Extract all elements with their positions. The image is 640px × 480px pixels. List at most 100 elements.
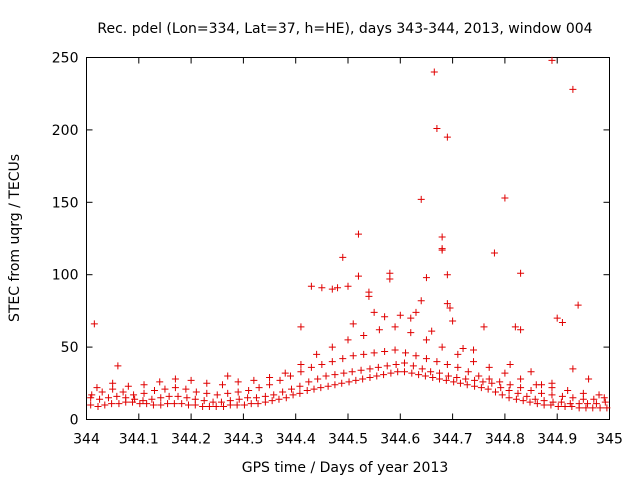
data-point bbox=[603, 404, 611, 412]
data-point bbox=[582, 404, 590, 412]
data-point bbox=[114, 362, 122, 370]
x-tick-label: 344.7 bbox=[433, 432, 473, 448]
data-point bbox=[340, 369, 348, 377]
data-point bbox=[394, 368, 402, 376]
data-point bbox=[430, 68, 438, 76]
data-point bbox=[266, 381, 274, 389]
axis-tick-labels: 344 344.1 344.2 344.3 344.4 344.5 344.6 344.7 34… bbox=[52, 51, 623, 448]
series-band-mid bbox=[87, 359, 609, 408]
data-point bbox=[324, 382, 332, 390]
data-point bbox=[234, 378, 242, 386]
data-point bbox=[318, 360, 326, 368]
data-point bbox=[531, 395, 539, 403]
data-point bbox=[407, 314, 415, 322]
series-band-high bbox=[93, 323, 603, 399]
data-point bbox=[574, 301, 582, 309]
data-point bbox=[417, 195, 425, 203]
data-point bbox=[209, 398, 217, 406]
data-point bbox=[182, 385, 190, 393]
data-point bbox=[313, 350, 321, 358]
data-point bbox=[558, 392, 566, 400]
data-point bbox=[443, 271, 451, 279]
data-point bbox=[96, 395, 104, 403]
data-point bbox=[104, 394, 112, 402]
data-point bbox=[281, 369, 289, 377]
data-point bbox=[600, 394, 608, 402]
data-point bbox=[498, 391, 506, 399]
x-tick-label: 344.8 bbox=[485, 432, 525, 448]
data-point bbox=[548, 391, 556, 399]
data-point bbox=[171, 384, 179, 392]
data-point bbox=[517, 269, 525, 277]
data-point bbox=[296, 389, 304, 397]
data-point bbox=[491, 388, 499, 396]
data-point bbox=[286, 372, 294, 380]
data-point bbox=[575, 400, 583, 408]
data-point bbox=[418, 365, 426, 373]
data-point bbox=[244, 394, 252, 402]
data-point bbox=[505, 394, 513, 402]
data-point bbox=[407, 329, 415, 337]
data-point bbox=[328, 358, 336, 366]
data-point bbox=[270, 391, 278, 399]
data-point bbox=[217, 398, 225, 406]
data-point bbox=[558, 318, 566, 326]
data-point bbox=[438, 343, 446, 351]
data-point bbox=[381, 313, 389, 321]
data-point bbox=[412, 308, 420, 316]
data-point bbox=[157, 401, 165, 409]
data-point bbox=[252, 394, 260, 402]
data-point bbox=[250, 376, 258, 384]
data-point bbox=[109, 379, 117, 387]
plot-frame bbox=[86, 57, 610, 420]
data-point bbox=[456, 379, 464, 387]
data-point bbox=[149, 401, 157, 409]
data-point bbox=[307, 282, 315, 290]
data-point bbox=[488, 379, 496, 387]
data-point bbox=[115, 400, 123, 408]
y-axis-label: STEC from uqrg / TECUs bbox=[7, 154, 23, 322]
data-point bbox=[348, 368, 356, 376]
data-point bbox=[553, 314, 561, 322]
data-point bbox=[391, 346, 399, 354]
data-point bbox=[178, 400, 186, 408]
data-point bbox=[428, 327, 436, 335]
data-point bbox=[485, 363, 493, 371]
data-point bbox=[174, 392, 182, 400]
data-point bbox=[199, 402, 207, 410]
data-point bbox=[527, 368, 535, 376]
data-point bbox=[282, 394, 290, 402]
data-point bbox=[496, 378, 504, 386]
data-point bbox=[590, 395, 598, 403]
data-point bbox=[538, 389, 546, 397]
data-point bbox=[477, 384, 485, 392]
data-point bbox=[161, 385, 169, 393]
data-point bbox=[400, 359, 408, 367]
data-point bbox=[589, 404, 597, 412]
data-point bbox=[275, 395, 283, 403]
data-point bbox=[387, 369, 395, 377]
data-point bbox=[523, 392, 531, 400]
data-point bbox=[549, 398, 557, 406]
data-point bbox=[433, 358, 441, 366]
data-point bbox=[139, 397, 147, 405]
data-point bbox=[443, 360, 451, 368]
data-point bbox=[334, 284, 342, 292]
data-point bbox=[220, 402, 228, 410]
data-point bbox=[585, 375, 593, 383]
data-point bbox=[511, 323, 519, 331]
data-point bbox=[136, 400, 144, 408]
data-point bbox=[307, 363, 315, 371]
data-point bbox=[485, 375, 493, 383]
data-point bbox=[140, 389, 148, 397]
data-point bbox=[517, 384, 525, 392]
data-point bbox=[400, 368, 408, 376]
data-point bbox=[331, 381, 339, 389]
data-point bbox=[218, 381, 226, 389]
data-point bbox=[170, 400, 178, 408]
data-point bbox=[463, 381, 471, 389]
data-point bbox=[392, 360, 400, 368]
data-point bbox=[360, 350, 368, 358]
data-point bbox=[288, 385, 296, 393]
chart-title: Rec. pdel (Lon=334, Lat=37, h=HE), days … bbox=[97, 21, 592, 37]
